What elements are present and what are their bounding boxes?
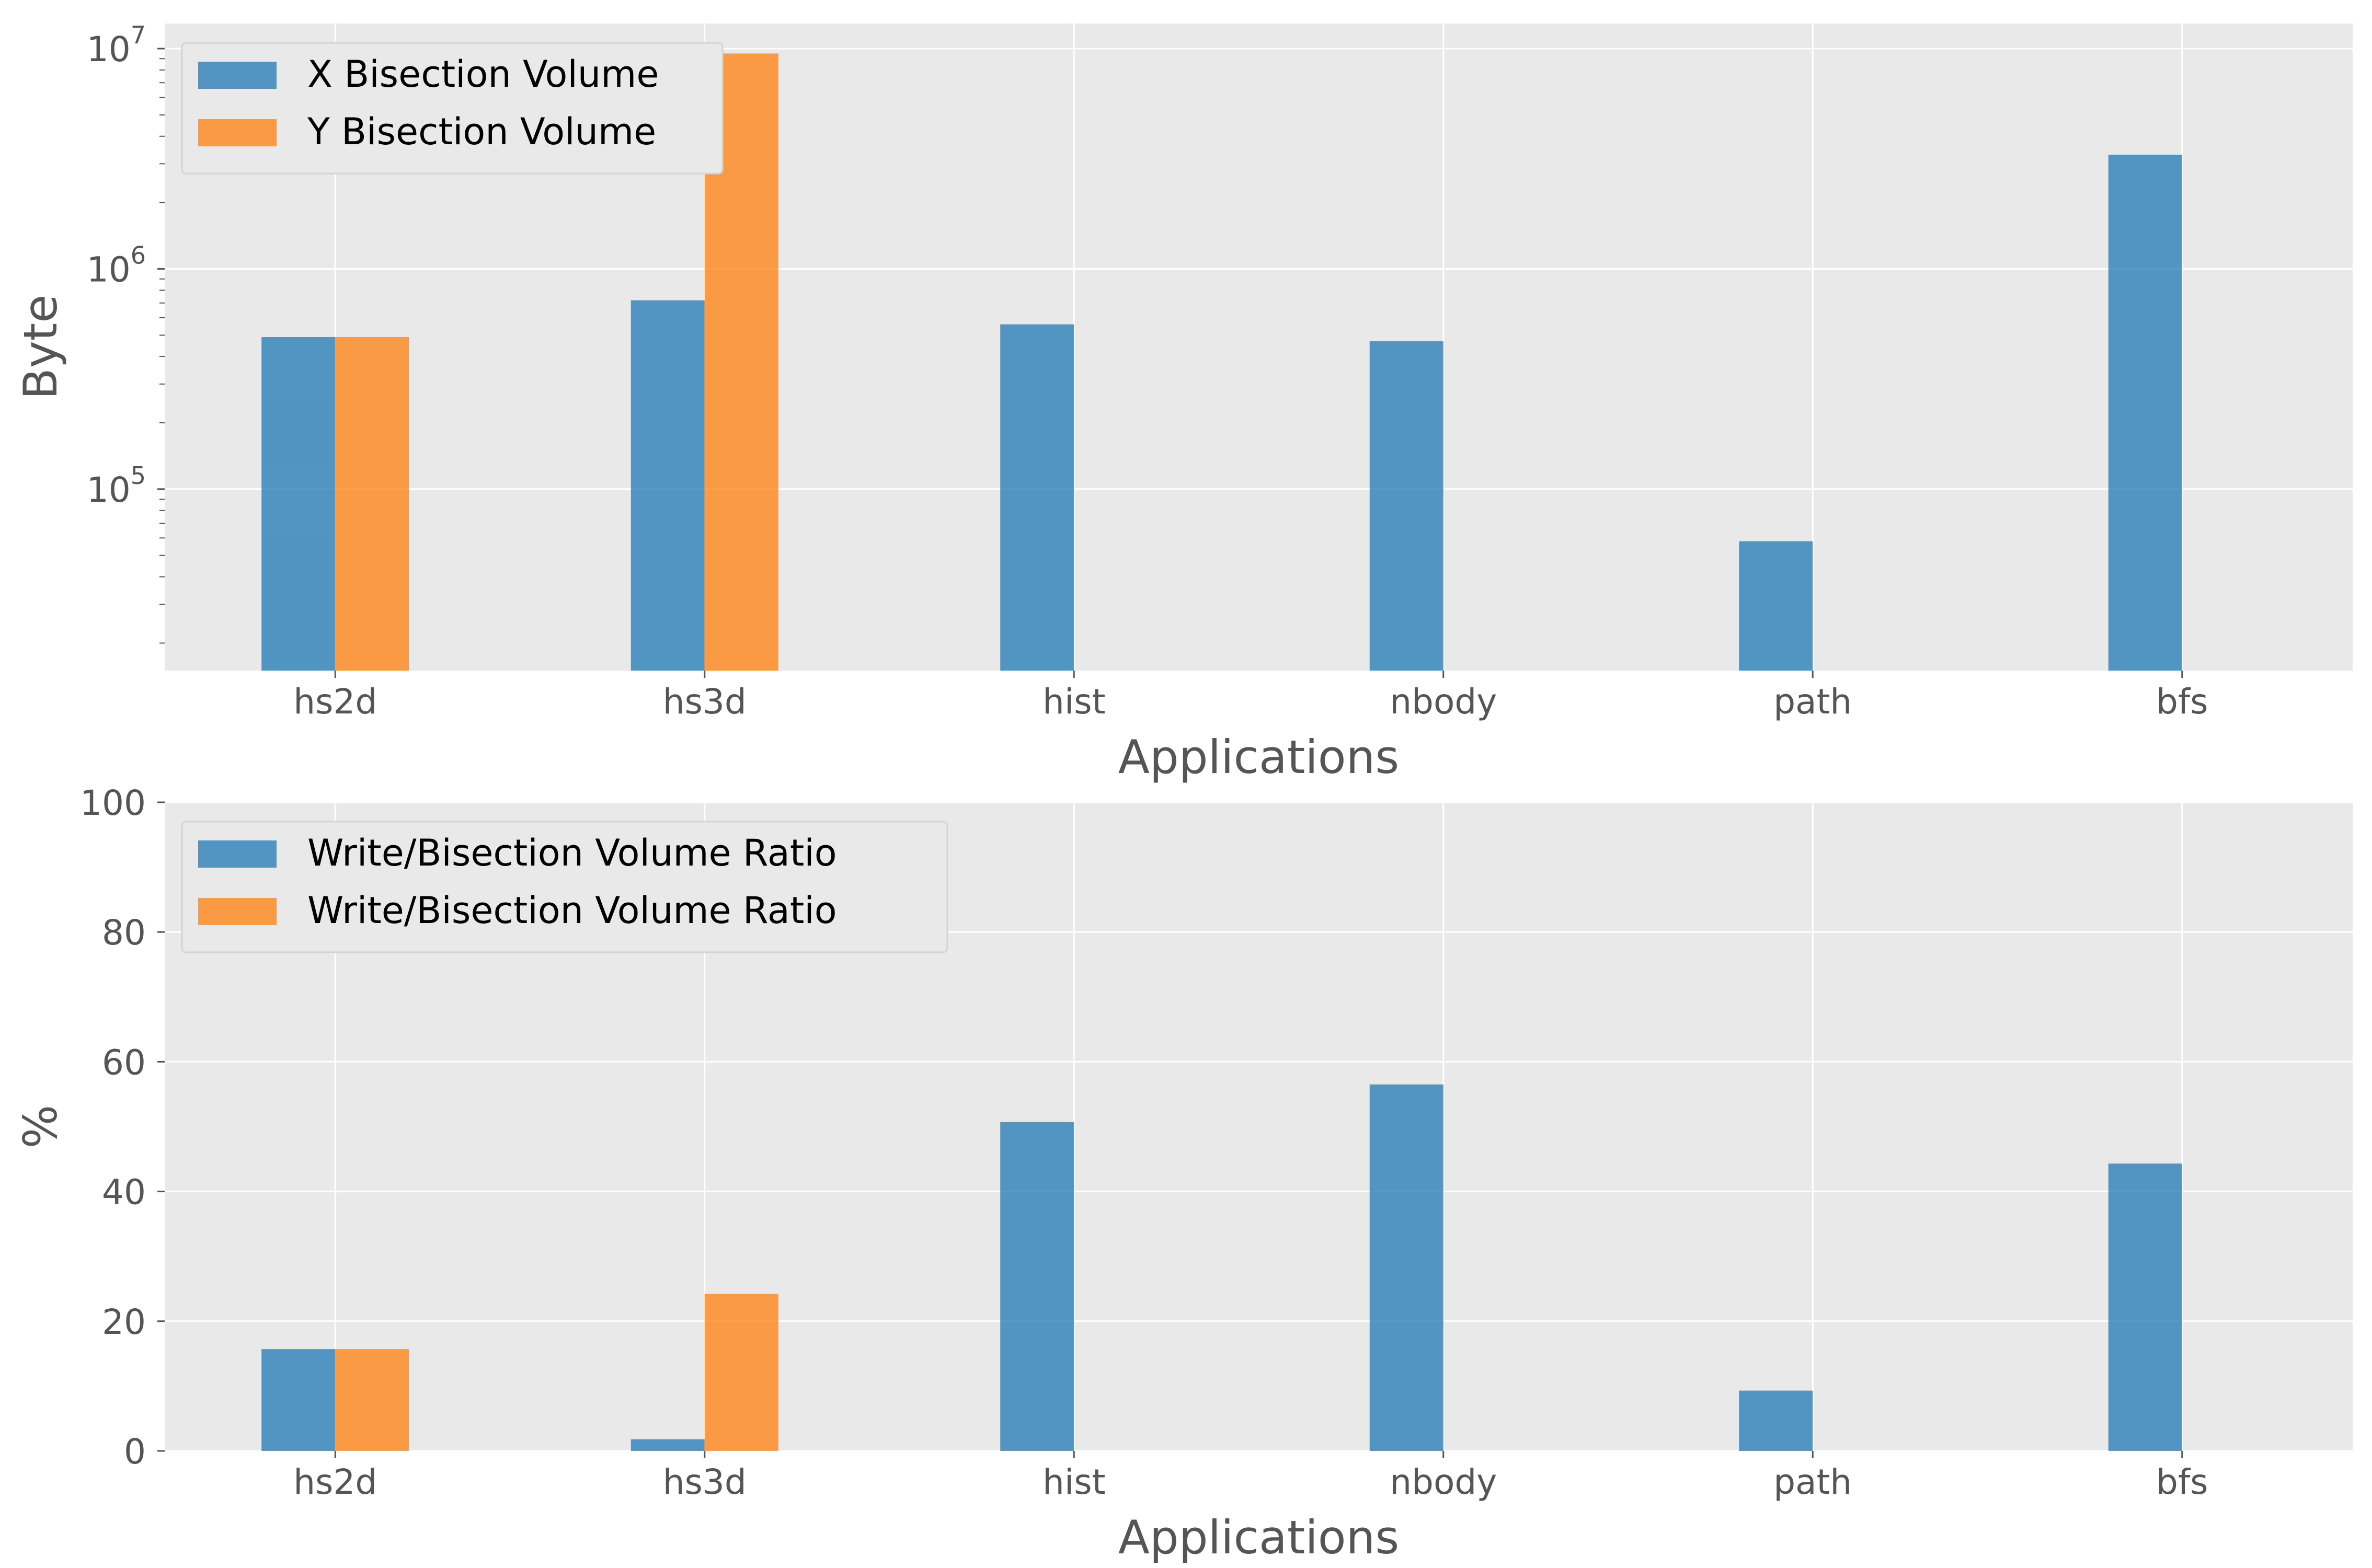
y-tick-label: 0 [124, 1432, 146, 1472]
x-axis-label: Applications [1118, 1511, 1400, 1564]
y-tick-base: 10 [87, 249, 131, 290]
bar [1739, 1390, 1813, 1451]
x-tick-label: nbody [1390, 682, 1497, 722]
y-tick-exponent: 6 [131, 241, 146, 269]
bar [1369, 1084, 1443, 1451]
chart-panel-1: hs2d hs3d hist nbody path bfs105106107Applica… [14, 21, 2353, 784]
bar [335, 1349, 409, 1451]
y-tick-label: 100 [80, 783, 146, 823]
bar [2108, 154, 2182, 671]
bar [1000, 324, 1074, 671]
legend-label: Write/Bisection Volume Ratio [307, 832, 837, 874]
bar [631, 300, 705, 671]
x-tick-label: hist [1042, 1462, 1105, 1502]
y-tick-label: 40 [102, 1172, 146, 1213]
y-axis-label: Byte [14, 294, 67, 399]
bar [261, 1349, 336, 1451]
bar [1000, 1122, 1074, 1451]
x-tick-label: path [1773, 1462, 1852, 1502]
y-tick-label: 60 [102, 1042, 146, 1082]
bar [2108, 1163, 2182, 1451]
bar [1369, 341, 1443, 671]
y-tick-label: 106 [87, 241, 146, 290]
bar [704, 1294, 778, 1451]
x-tick-label: hs2d [293, 682, 377, 722]
x-tick-label: nbody [1390, 1462, 1497, 1502]
legend: Write/Bisection Volume Ratio Write/Bisect… [181, 821, 948, 953]
y-tick-base: 10 [87, 470, 131, 510]
y-axis-label: % [14, 1105, 67, 1149]
x-tick-label: path [1773, 682, 1852, 722]
x-tick-label: bfs [2156, 682, 2208, 722]
y-tick-exponent: 7 [131, 21, 146, 49]
legend: X Bisection Volume Y Bisection Volume [181, 42, 724, 175]
y-tick-label: 20 [102, 1302, 146, 1342]
y-tick-exponent: 5 [131, 462, 146, 490]
x-tick-label: hist [1042, 682, 1105, 722]
legend-box [181, 42, 724, 175]
legend-box [181, 821, 948, 953]
legend-swatch [198, 898, 277, 925]
legend-swatch [198, 119, 277, 146]
chart-panel-2: hs2d hs3d hist nbody path bfs 0 20 40 60 80 100 Appl… [14, 783, 2353, 1564]
bar [631, 1439, 705, 1451]
bar [335, 337, 409, 671]
legend-swatch [198, 62, 277, 89]
x-tick-label: hs2d [293, 1462, 377, 1502]
x-tick-label: bfs [2156, 1462, 2208, 1502]
bar [1739, 541, 1813, 671]
x-axis-label: Applications [1118, 730, 1400, 784]
x-tick-label: hs3d [663, 682, 747, 722]
legend-label: X Bisection Volume [307, 53, 659, 96]
y-tick-base: 10 [87, 29, 131, 70]
y-tick-label: 80 [102, 913, 146, 953]
y-tick-label: 105 [87, 462, 146, 510]
x-tick-label: hs3d [663, 1462, 747, 1502]
bar [261, 337, 336, 671]
legend-swatch [198, 840, 277, 868]
y-tick-label: 107 [87, 21, 146, 70]
legend-label: Write/Bisection Volume Ratio [307, 889, 837, 932]
legend-label: Y Bisection Volume [307, 110, 656, 153]
